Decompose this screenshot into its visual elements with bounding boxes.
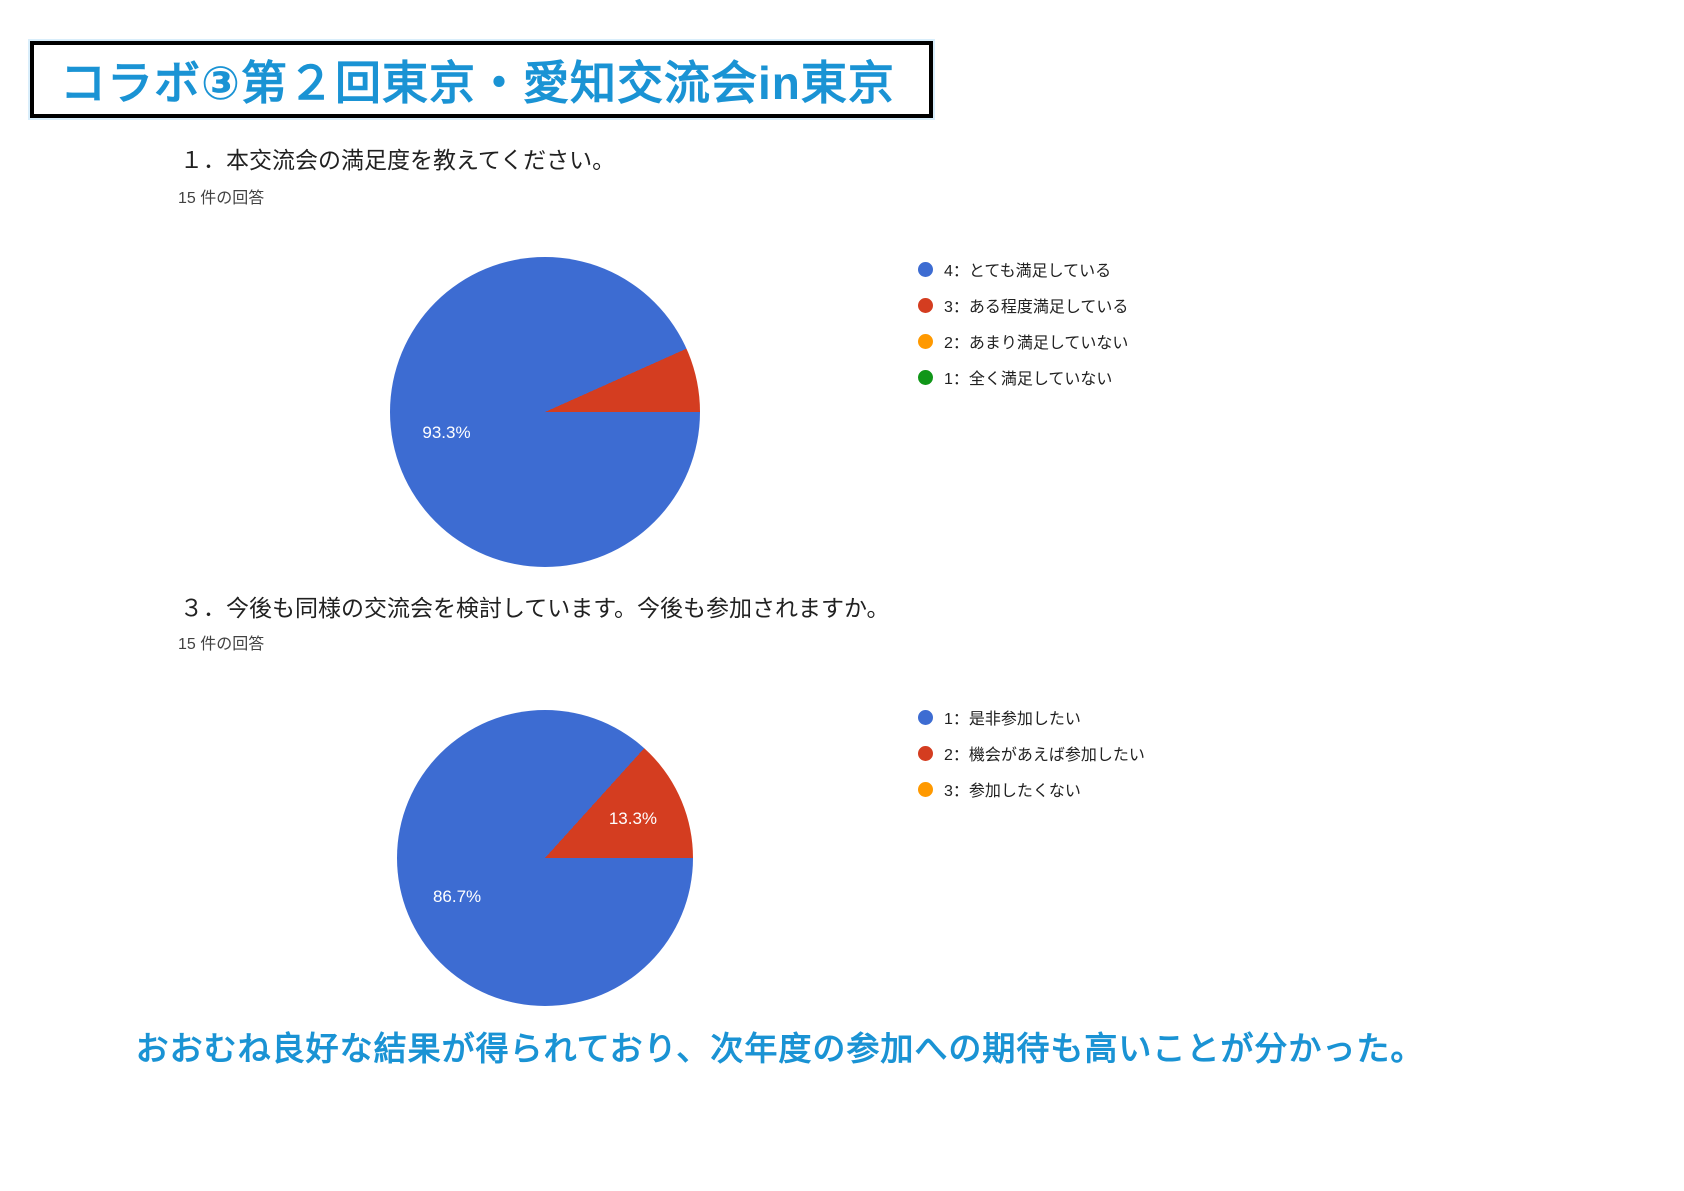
legend-item: 2：あまり満足していない: [918, 329, 1128, 353]
pie-legend-satisfaction: 4：とても満足している 3：ある程度満足している 2：あまり満足していない 1：全く満…: [918, 257, 1128, 389]
legend-item: 1：是非参加したい: [918, 705, 1145, 729]
question-1-title: １．本交流会の満足度を教えてください。: [180, 147, 616, 173]
pie-slice-label: 86.7%: [432, 887, 482, 907]
legend-color-dot: [918, 333, 933, 349]
conclusion-text: おおむね良好な結果が得られており、次年度の参加への期待も高いことが分かった。: [135, 1030, 1425, 1067]
legend-item: 4：とても満足している: [918, 257, 1128, 281]
legend-color-dot: [918, 781, 933, 797]
question-1-response-count: 15 件の回答: [178, 190, 265, 207]
legend-item: 2：機会があえば参加したい: [918, 741, 1145, 765]
pie-slice-label: 13.3%: [608, 808, 658, 828]
title-banner: コラボ③第２回東京・愛知交流会in東京: [30, 41, 933, 118]
legend-item: 1：全く満足していない: [918, 365, 1128, 389]
pie-slice-label: 93.3%: [422, 423, 471, 443]
legend-label: 2：あまり満足していない: [944, 335, 1129, 352]
legend-color-dot: [918, 745, 933, 761]
legend-label: 1：全く満足していない: [944, 371, 1113, 388]
pie-chart-future-participation: 86.7% 13.3%: [397, 710, 693, 1006]
pie-chart-satisfaction: 93.3%: [390, 257, 700, 567]
legend-label: 2：機会があえば参加したい: [944, 747, 1145, 764]
legend-label: 3：ある程度満足している: [944, 299, 1129, 316]
legend-color-dot: [918, 709, 933, 725]
legend-label: 1：是非参加したい: [944, 711, 1081, 728]
legend-item: 3：参加したくない: [918, 777, 1145, 801]
question-2-title: ３．今後も同様の交流会を検討しています。今後も参加されますか。: [180, 595, 890, 621]
pie-legend-future-participation: 1：是非参加したい 2：機会があえば参加したい 3：参加したくない: [918, 705, 1145, 801]
question-2-response-count: 15 件の回答: [178, 636, 265, 653]
legend-color-dot: [918, 261, 933, 277]
legend-label: 3：参加したくない: [944, 783, 1081, 800]
legend-color-dot: [918, 297, 933, 313]
legend-color-dot: [918, 369, 933, 385]
page-title: コラボ③第２回東京・愛知交流会in東京: [60, 56, 895, 109]
legend-item: 3：ある程度満足している: [918, 293, 1128, 317]
legend-label: 4：とても満足している: [944, 263, 1112, 280]
